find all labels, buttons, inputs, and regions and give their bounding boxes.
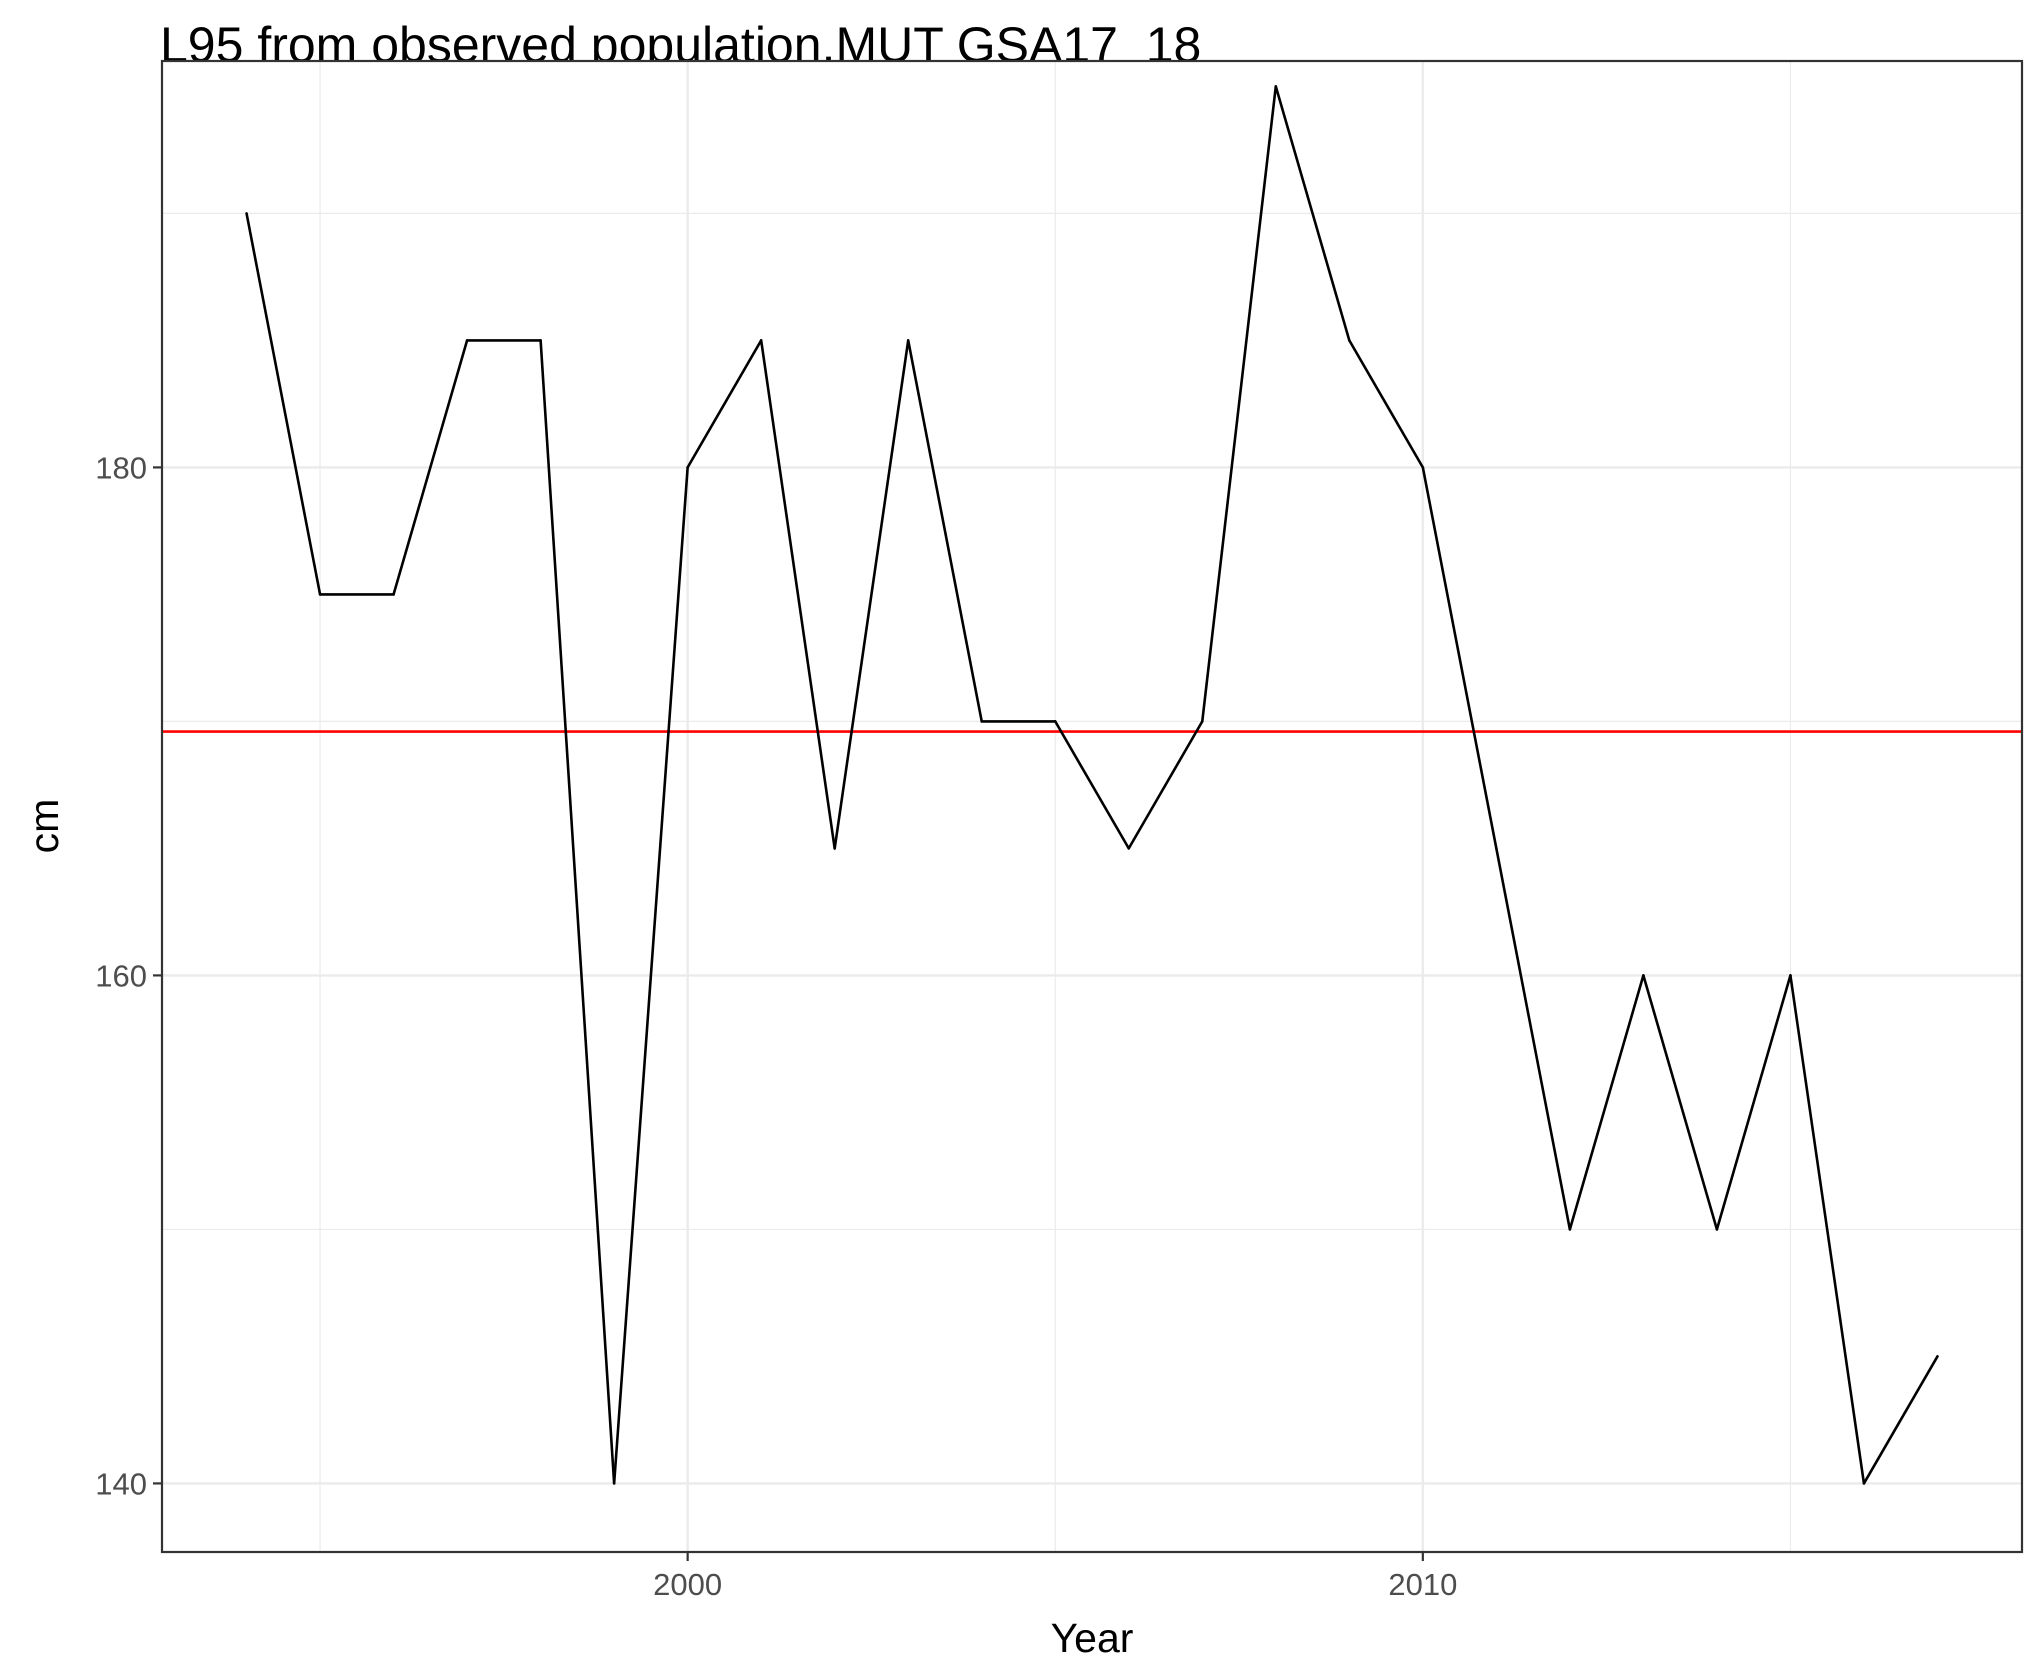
line-segment-2006-2007 [1127, 720, 1204, 850]
series-layer [245, 85, 1939, 1485]
line-segment-2012-2013 [1568, 974, 1645, 1231]
line-segment-2008-2009 [1274, 85, 1351, 342]
line-segment-1998-1999 [539, 339, 616, 1485]
y-tick-label-2: 180 [95, 450, 147, 485]
plot-border [160, 59, 2024, 1554]
line-segment-2000-2001 [686, 339, 763, 469]
line-segment-2001-2002 [759, 339, 836, 850]
plot-panel [162, 61, 2022, 1552]
line-segment-1999-2000 [612, 466, 689, 1485]
line-segment-2015-2016 [1789, 974, 1866, 1485]
major-gridlines [162, 61, 2022, 1552]
line-segment-2013-2014 [1642, 974, 1719, 1231]
x-axis-title: Year [1051, 1615, 1134, 1661]
x-tick-label-0: 2000 [653, 1567, 722, 1602]
y-axis-title: cm [21, 799, 67, 854]
series-0-line [245, 85, 1939, 1485]
minor-gridlines [162, 61, 2022, 1552]
line-segment-2014-2015 [1715, 974, 1792, 1231]
line-segment-2016-2017 [1862, 1355, 1939, 1485]
x-axis: 2000 2010 [653, 1552, 1457, 1602]
y-tick-label-1: 160 [95, 958, 147, 993]
line-segment-2009-2010 [1348, 339, 1425, 469]
line-segment-2007-2008 [1200, 85, 1278, 723]
line-segment-2003-2004 [906, 339, 984, 723]
line-segment-2002-2003 [833, 339, 910, 850]
y-axis: 140 160 180 [95, 450, 162, 1501]
line-segment-1996-1997 [392, 339, 469, 596]
line-segment-2010-2011 [1421, 466, 1498, 850]
y-tick-label-0: 140 [95, 1466, 147, 1501]
line-segment-2005-2006 [1053, 720, 1131, 850]
x-tick-label-1: 2010 [1388, 1567, 1457, 1602]
line-segment-1994-1995 [245, 212, 322, 596]
line-segment-2011-2012 [1495, 847, 1572, 1231]
